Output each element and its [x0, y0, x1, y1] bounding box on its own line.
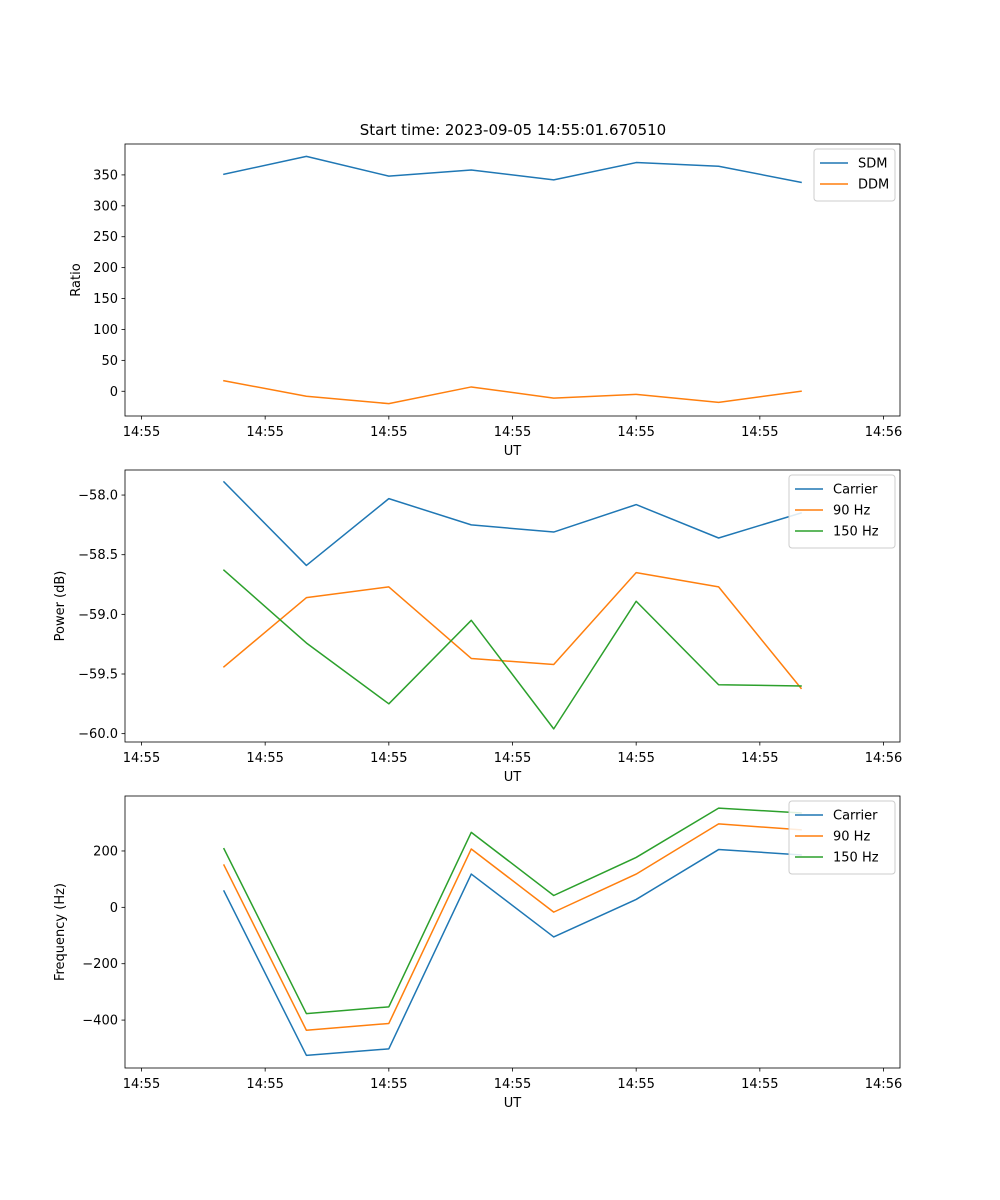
- legend-box: [813, 148, 896, 202]
- x-tick-label: 14:55: [741, 1077, 778, 1092]
- panel-frequency: 14:55 14:55 14:55 14:55 14:55 14:55 14:56 −400 −…: [53, 795, 902, 1111]
- y-tick-label: −60.0: [78, 727, 118, 742]
- legend-label-ddm: DDM: [858, 178, 889, 193]
- series-group: [223, 155, 802, 405]
- legend-label-90-hz: 90 Hz: [833, 830, 870, 845]
- series-group: [222, 807, 802, 1057]
- x-tick-label: 14:55: [246, 425, 283, 440]
- y-tick-label: −58.5: [78, 548, 118, 563]
- x-tick-label: 14:55: [494, 425, 531, 440]
- series-line-150-hz: [222, 569, 802, 730]
- y-tick-label: 300: [93, 199, 118, 214]
- y-axis-label: Frequency (Hz): [53, 883, 68, 981]
- y-tick-label: −200: [82, 957, 118, 972]
- series-line-carrier: [222, 480, 802, 567]
- panel-ratio: 14:55 14:55 14:55 14:55 14:55 14:55 14:56 0 50 10…: [69, 143, 902, 459]
- x-tick-label: 14:55: [617, 425, 654, 440]
- x-tick-label: 14:55: [123, 1077, 160, 1092]
- x-tick-label: 14:55: [246, 1077, 283, 1092]
- y-tick-label: −59.0: [78, 608, 118, 623]
- y-tick-label: 50: [101, 354, 118, 369]
- x-tick-label: 14:55: [246, 751, 283, 766]
- legend-box: [788, 474, 896, 549]
- x-tick-label: 14:55: [123, 751, 160, 766]
- legend-label-150-hz: 150 Hz: [833, 851, 879, 866]
- y-tick-label: −400: [82, 1014, 118, 1029]
- y-tick-label: 200: [93, 844, 118, 859]
- y-tick-label: 200: [93, 261, 118, 276]
- series-line-90-hz: [222, 571, 803, 690]
- y-tick-label: 350: [93, 168, 118, 183]
- x-tick-label: 14:55: [617, 751, 654, 766]
- series-line-150-hz: [222, 807, 802, 1015]
- y-tick-label: 0: [110, 901, 118, 916]
- panel-power: 14:55 14:55 14:55 14:55 14:55 14:55 14:56 −60.0…: [53, 469, 902, 785]
- x-tick-label: 14:56: [865, 425, 902, 440]
- y-axis-label: Ratio: [69, 263, 84, 296]
- x-axis-label: UT: [504, 1096, 522, 1111]
- x-tick-label: 14:56: [865, 1077, 902, 1092]
- x-tick-label: 14:55: [370, 425, 407, 440]
- y-tick-label: 250: [93, 230, 118, 245]
- x-tick-label: 14:55: [494, 751, 531, 766]
- x-axis-label: UT: [504, 444, 522, 459]
- x-tick-label: 14:55: [494, 1077, 531, 1092]
- y-tick-label: −58.0: [78, 489, 118, 504]
- legend: SDM DDM: [813, 148, 896, 202]
- series-line-sdm: [223, 155, 802, 184]
- y-tick-label: 0: [110, 385, 118, 400]
- legend-label-carrier: Carrier: [833, 809, 878, 824]
- legend-box: [788, 800, 896, 875]
- x-tick-label: 14:56: [865, 751, 902, 766]
- series-group: [222, 480, 803, 730]
- y-tick-label: 150: [93, 292, 118, 307]
- x-tick-label: 14:55: [370, 1077, 407, 1092]
- y-tick-label: −59.5: [78, 668, 118, 683]
- legend: Carrier 90 Hz 150 Hz: [788, 474, 896, 549]
- legend-label-150-hz: 150 Hz: [833, 525, 879, 540]
- x-tick-label: 14:55: [370, 751, 407, 766]
- x-tick-label: 14:55: [617, 1077, 654, 1092]
- legend-label-carrier: Carrier: [833, 483, 878, 498]
- legend-label-90-hz: 90 Hz: [833, 504, 870, 519]
- legend: Carrier 90 Hz 150 Hz: [788, 800, 896, 875]
- y-axis-label: Power (dB): [53, 571, 68, 642]
- x-tick-label: 14:55: [123, 425, 160, 440]
- series-line-ddm: [223, 379, 802, 405]
- legend-label-sdm: SDM: [858, 157, 887, 172]
- chart-title: Start time: 2023-09-05 14:55:01.670510: [360, 121, 666, 139]
- x-tick-label: 14:55: [741, 425, 778, 440]
- x-axis-label: UT: [504, 770, 522, 785]
- series-line-carrier: [222, 848, 802, 1057]
- x-tick-label: 14:55: [741, 751, 778, 766]
- y-tick-label: 100: [93, 323, 118, 338]
- series-line-90-hz: [222, 823, 802, 1031]
